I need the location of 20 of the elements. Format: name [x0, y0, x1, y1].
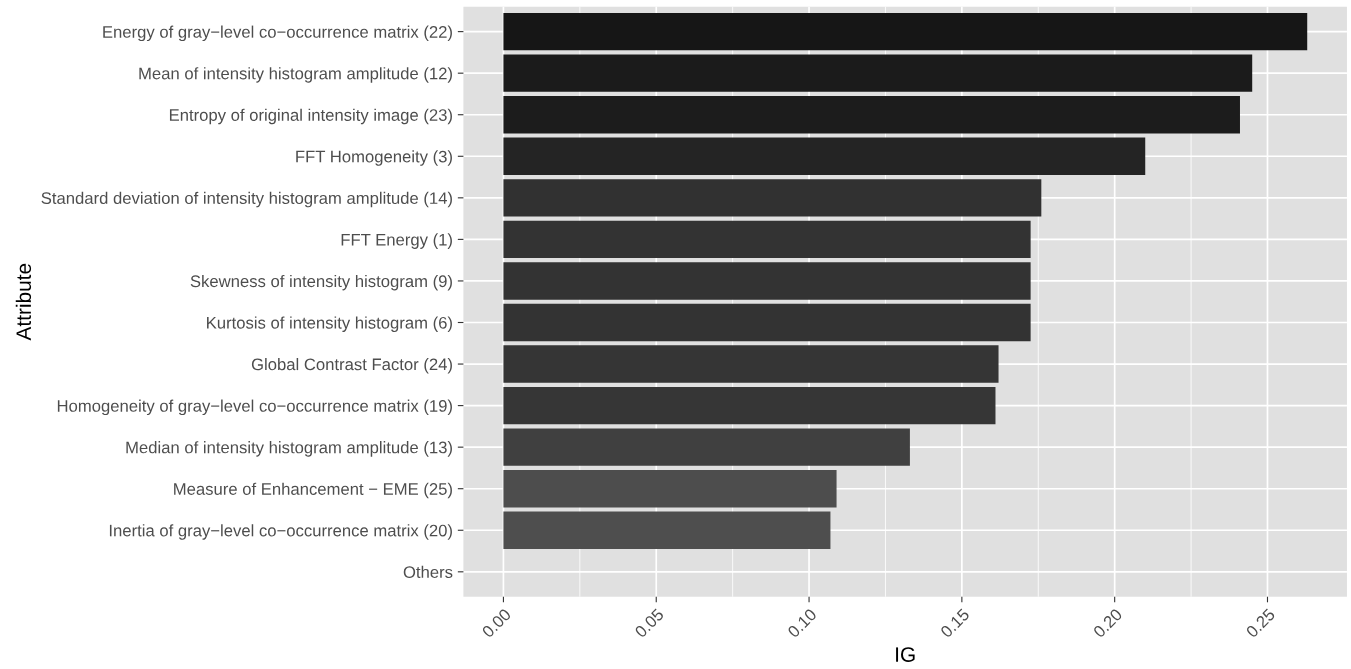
y-tick-label: Global Contrast Factor (24) — [251, 358, 452, 374]
y-tick-label: Homogeneity of gray−level co−occurrence matrix (19) — [57, 399, 452, 416]
x-tick-label: 0.20 — [1092, 607, 1123, 639]
x-tick-label: 0.00 — [481, 607, 512, 639]
y-tick-label: Others — [403, 565, 453, 579]
y-tick-label: Energy of gray−level co−occurrence matrix (22) — [103, 25, 452, 42]
x-tick-label: 0.10 — [786, 607, 818, 639]
y-tick-label: FFT Energy (1) — [341, 233, 452, 249]
y-tick-label: Mean of intensity histogram amplitude (12) — [139, 67, 452, 83]
y-tick-label: Standard deviation of intensity histogram amplitude (14) — [41, 191, 452, 208]
x-tick-label: 0.25 — [1245, 607, 1276, 639]
y-tick-label: Kurtosis of intensity histogram (6) — [207, 316, 452, 332]
x-axis-title: IG — [896, 647, 915, 662]
y-tick-label: Measure of Enhancement − EME (25) — [174, 482, 452, 499]
y-tick-label: Median of intensity histogram amplitude (13) — [126, 441, 452, 457]
y-tick-label: Inertia of gray−level co−occurrence matrix (20) — [109, 524, 452, 540]
y-tick-label: Skewness of intensity histogram (9) — [190, 274, 452, 291]
y-tick-label: Entropy of original intensity image (23) — [169, 108, 452, 125]
y-tick-label: FFT Homogeneity (3) — [296, 150, 452, 166]
y-axis-title: Attribute — [15, 263, 32, 341]
